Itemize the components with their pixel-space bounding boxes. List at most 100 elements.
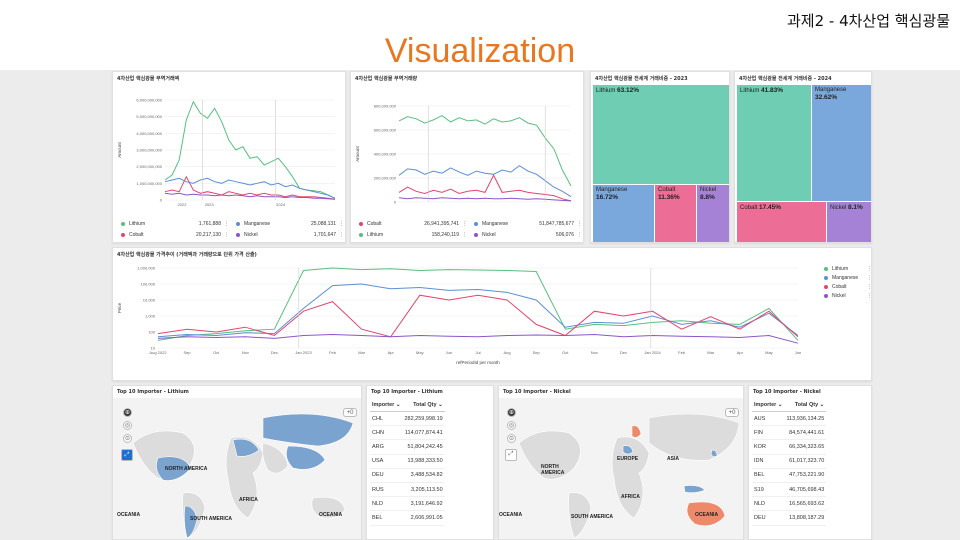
- table-row[interactable]: NLD 16,565,693.62: [752, 496, 827, 512]
- col-importer[interactable]: Importer ⌄: [752, 399, 785, 412]
- map-select-control[interactable]: ⤢: [121, 449, 133, 461]
- series-line-nickel[interactable]: [398, 197, 572, 202]
- legend-dot: [236, 221, 240, 226]
- europe-africa-region: [225, 436, 264, 519]
- legend-entry[interactable]: Manganese 25,088,131 ⋮: [236, 221, 344, 227]
- map-locate-control[interactable]: ⊕: [507, 408, 516, 417]
- world-map-lithium[interactable]: [113, 398, 362, 540]
- series-line-cobalt[interactable]: [164, 175, 336, 200]
- treemap-cell-cobalt[interactable]: Cobalt 17.45%: [737, 202, 826, 242]
- table-row[interactable]: NLD 3,191,646.92: [370, 496, 445, 512]
- x-tick-label: Sep: [184, 350, 192, 355]
- treemap-cell-lithium[interactable]: Lithium 63.12%: [593, 85, 729, 184]
- legend-menu-icon[interactable]: ⋮: [867, 275, 872, 281]
- x-tick-label: Oct: [562, 350, 569, 355]
- legend-value: 26,941,395,741: [424, 221, 459, 227]
- legend-entry[interactable]: Lithium ⋮: [824, 266, 872, 272]
- panel-title: 4차산업 핵심광물 무역거래액: [117, 76, 180, 82]
- legend-menu-icon[interactable]: ⋮: [867, 284, 872, 290]
- table-row[interactable]: DEU 3,488,534.82: [370, 468, 445, 483]
- legend-entry[interactable]: Manganese 51,847,785,677 ⋮: [474, 221, 582, 227]
- series-line-nickel[interactable]: [164, 192, 336, 200]
- table-row[interactable]: IDN 61,017,323.70: [752, 454, 827, 469]
- treemap-cell-manganese[interactable]: Manganese 16.72%: [593, 185, 654, 242]
- treemap-cell-manganese[interactable]: Manganese 32.62%: [812, 85, 871, 201]
- table-row[interactable]: BEL 2,606,991.05: [370, 510, 445, 526]
- series-line-cobalt[interactable]: [157, 294, 799, 338]
- legend-menu-icon[interactable]: ⋮: [867, 293, 872, 299]
- treemap-cell-lithium[interactable]: Lithium 41.83%: [737, 85, 811, 201]
- legend-value: 1,761,888: [198, 221, 221, 227]
- series-line-manganese[interactable]: [398, 165, 572, 198]
- importer-code: DEU: [370, 468, 403, 483]
- series-line-lithium[interactable]: [157, 267, 799, 341]
- series-line-manganese[interactable]: [157, 283, 799, 338]
- legend-menu-icon[interactable]: ⋮: [577, 232, 582, 238]
- map-reset-control[interactable]: ⊙: [123, 434, 132, 443]
- table-row[interactable]: S19 46,705,698.43: [752, 482, 827, 498]
- series-line-cobalt[interactable]: [398, 174, 572, 202]
- col-total-qty[interactable]: Total Qty ⌄: [402, 399, 445, 412]
- map-zoom-control[interactable]: ◎: [123, 421, 132, 430]
- table-row[interactable]: USA 13,988,333.50: [370, 454, 445, 469]
- y-axis-label: Price: [117, 302, 122, 313]
- price-chart-panel: 4차산업 핵심광물 가격추이 (거래액과 거래량으로 단위 가격 산출) 1,0…: [112, 247, 872, 381]
- series-line-nickel[interactable]: [157, 333, 799, 344]
- legend-dot: [236, 232, 240, 237]
- slide-title: Visualization: [384, 32, 576, 70]
- map-locate-control[interactable]: ⊕: [123, 408, 132, 417]
- amount-chart-panel: 4차산업 핵심광물 무역거래액 6,000,000,000 5,000,000,0…: [112, 71, 346, 243]
- legend-menu-icon[interactable]: ⋮: [867, 266, 872, 272]
- map-zoom-level[interactable]: +0: [343, 408, 357, 417]
- finland-region: [631, 425, 642, 438]
- col-importer[interactable]: Importer ⌄: [370, 399, 403, 412]
- table-row[interactable]: CHL 282,259,998.19: [370, 411, 445, 427]
- legend-menu-icon[interactable]: ⋮: [462, 232, 467, 238]
- indonesia-region: [683, 485, 706, 493]
- legend-menu-icon[interactable]: ⋮: [577, 221, 582, 227]
- treemap-cell-nickel[interactable]: Nickel 8.1%: [827, 202, 871, 242]
- legend-entry[interactable]: Nickel 1,701,647 ⋮: [236, 232, 344, 238]
- legend-entry[interactable]: Cobalt ⋮: [824, 284, 872, 290]
- series-line-lithium[interactable]: [398, 115, 572, 187]
- legend-dot: [824, 284, 828, 289]
- panel-title: 4차산업 핵심광물 무역거래량: [355, 76, 418, 82]
- table-row[interactable]: RUS 3,205,113.50: [370, 482, 445, 498]
- cell-label: Nickel: [830, 205, 847, 211]
- legend-entry[interactable]: Nickel ⋮: [824, 293, 872, 299]
- map-zoom-level[interactable]: +0: [725, 408, 739, 417]
- legend-menu-icon[interactable]: ⋮: [462, 221, 467, 227]
- nickel-table-panel: Top 10 Importer - Nickel Importer ⌄ Tota…: [748, 385, 872, 540]
- table-row[interactable]: ARG 51,804,242.45: [370, 439, 445, 455]
- legend-entry[interactable]: Nickel 506,076 ⋮: [474, 232, 582, 238]
- treemap-cell-cobalt[interactable]: Cobalt 11.36%: [655, 185, 696, 242]
- series-line-manganese[interactable]: [164, 177, 336, 199]
- table-row[interactable]: FIN 84,574,441.61: [752, 425, 827, 441]
- legend-entry[interactable]: Cobalt 20,217,130 ⋮: [121, 232, 229, 238]
- map-zoom-control[interactable]: ◎: [507, 421, 516, 430]
- treemap-cell-nickel[interactable]: Nickel 8.8%: [697, 185, 729, 242]
- table-row[interactable]: KOR 66,334,323.65: [752, 439, 827, 455]
- map-select-control[interactable]: ⤢: [505, 449, 517, 461]
- x-tick-label: Nov: [242, 350, 249, 355]
- y-tick-label: 800,000,000: [374, 104, 397, 109]
- total-qty: 16,565,693.62: [784, 496, 827, 512]
- map-label: OCEANIA: [319, 512, 343, 518]
- legend-entry[interactable]: Lithium 158,240,119 ⋮: [359, 232, 467, 238]
- table-row[interactable]: CHN 114,077,874.41: [370, 425, 445, 441]
- table-row[interactable]: DEU 13,808,187.29: [752, 510, 827, 526]
- legend-entry[interactable]: Manganese ⋮: [824, 275, 872, 281]
- legend-menu-icon[interactable]: ⋮: [224, 232, 229, 238]
- legend-entry[interactable]: Cobalt 26,941,395,741 ⋮: [359, 221, 467, 227]
- legend-menu-icon[interactable]: ⋮: [339, 221, 344, 227]
- legend-menu-icon[interactable]: ⋮: [224, 221, 229, 227]
- world-map-nickel[interactable]: [499, 398, 744, 540]
- table-row[interactable]: AUS 113,936,134.25: [752, 411, 827, 427]
- col-total-qty[interactable]: Total Qty ⌄: [784, 399, 827, 412]
- legend-menu-icon[interactable]: ⋮: [339, 232, 344, 238]
- legend-value: 20,217,130: [195, 232, 221, 238]
- table-row[interactable]: BEL 47,753,221.90: [752, 468, 827, 483]
- map-reset-control[interactable]: ⊙: [507, 434, 516, 443]
- legend-entry[interactable]: Lithium 1,761,888 ⋮: [121, 221, 229, 227]
- total-qty: 46,705,698.43: [784, 482, 827, 498]
